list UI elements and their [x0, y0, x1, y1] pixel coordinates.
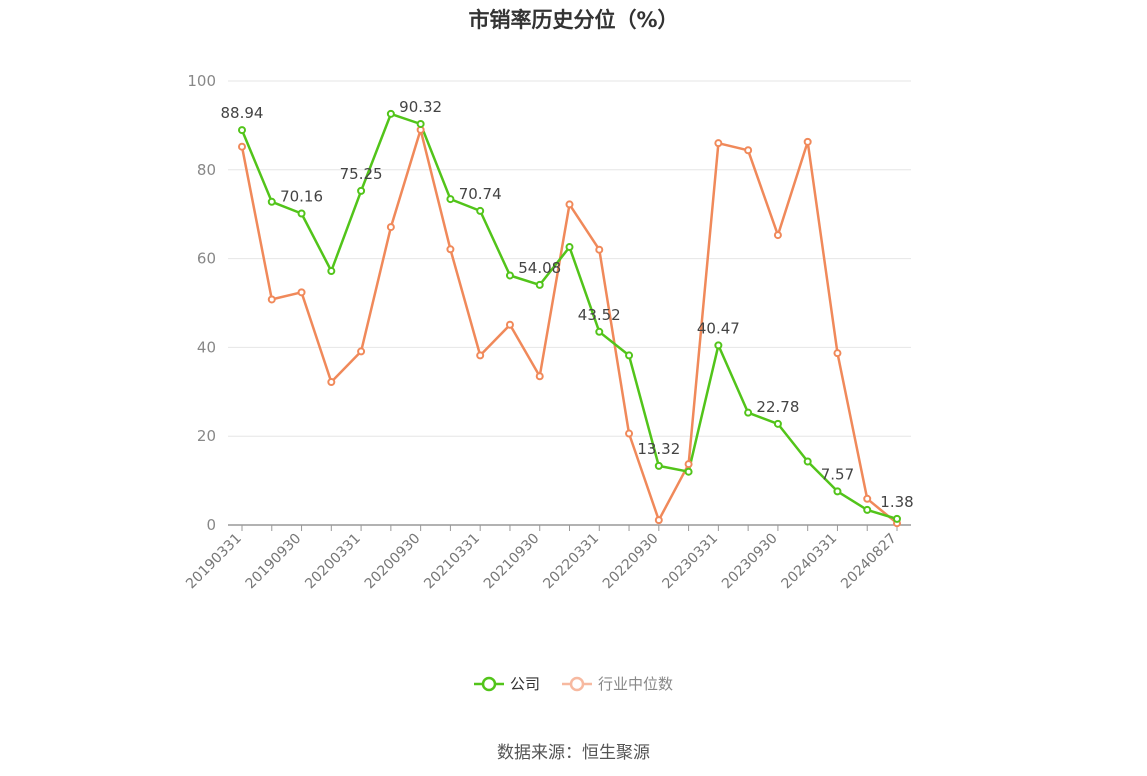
data-point-0[interactable] [238, 126, 246, 135]
series-line-1 [240, 128, 898, 525]
data-point-1[interactable] [625, 429, 634, 438]
x-tick-label: 20220331 [540, 531, 602, 593]
y-tick-label: 0 [206, 516, 216, 534]
data-point-1[interactable] [386, 223, 395, 232]
y-tick-label: 40 [197, 338, 216, 356]
data-point-0[interactable] [505, 271, 514, 280]
data-point-0[interactable] [773, 419, 782, 428]
legend-company-label: 公司 [509, 675, 540, 693]
data-point-1[interactable] [505, 320, 514, 329]
data-point-0[interactable] [893, 514, 901, 523]
data-point-0[interactable] [357, 186, 366, 195]
data-label: 13.32 [637, 440, 680, 458]
data-point-0[interactable] [684, 467, 693, 476]
data-point-0[interactable] [535, 280, 544, 289]
data-point-1[interactable] [297, 288, 306, 297]
data-point-0[interactable] [654, 461, 663, 470]
data-point-1[interactable] [238, 142, 246, 151]
y-tick-label: 100 [187, 72, 216, 90]
data-point-0[interactable] [446, 195, 455, 204]
line-chart: 0 20 40 60 80 100 2019033120190930202003312020… [183, 72, 914, 593]
data-point-0[interactable] [714, 341, 723, 350]
data-point-1[interactable] [446, 245, 455, 254]
legend-industry-label: 行业中位数 [598, 675, 674, 693]
data-point-1[interactable] [565, 200, 574, 209]
x-tick-label: 20200930 [362, 531, 424, 593]
data-point-0[interactable] [863, 505, 872, 514]
data-label: 40.47 [697, 319, 740, 337]
chart-title: 市销率历史分位（%） [468, 8, 679, 32]
data-point-0[interactable] [476, 206, 485, 215]
data-point-0[interactable] [327, 267, 336, 276]
data-label: 88.94 [221, 104, 264, 122]
legend-item-industry[interactable]: 行业中位数 [562, 673, 673, 694]
data-point-0[interactable] [386, 109, 395, 118]
data-point-1[interactable] [833, 349, 842, 358]
data-point-1[interactable] [595, 245, 604, 254]
data-label: 22.78 [756, 398, 799, 416]
legend-item-company[interactable]: 公司 [473, 673, 540, 694]
grid-lines [228, 80, 911, 437]
data-point-1[interactable] [654, 516, 663, 525]
data-point-0[interactable] [267, 197, 276, 206]
data-label: 70.74 [459, 185, 502, 203]
data-labels: 88.94 70.16 75.25 90.32 70.74 54.08 43.52 13.32… [221, 98, 914, 511]
x-tick-label: 20190930 [243, 531, 305, 593]
data-label: 54.08 [518, 259, 561, 277]
data-point-1[interactable] [267, 295, 276, 304]
data-point-1[interactable] [773, 231, 782, 240]
x-tick-label: 20230930 [719, 531, 781, 593]
source-note: 数据来源：恒生聚源 [497, 743, 650, 763]
data-point-1[interactable] [744, 146, 753, 155]
data-point-0[interactable] [565, 243, 574, 252]
x-tick-label: 20210930 [481, 531, 543, 593]
data-label: 70.16 [280, 187, 323, 205]
y-tick-label: 60 [197, 250, 216, 268]
data-point-1[interactable] [327, 378, 336, 387]
x-tick-label: 20230331 [659, 531, 721, 593]
data-point-0[interactable] [625, 351, 634, 360]
data-point-0[interactable] [297, 209, 306, 218]
data-label: 7.57 [821, 465, 854, 483]
data-point-1[interactable] [714, 139, 723, 148]
y-tick-label: 20 [197, 427, 216, 445]
y-tick-label: 80 [197, 161, 216, 179]
data-point-0[interactable] [595, 327, 604, 336]
data-point-1[interactable] [357, 347, 366, 356]
legend-company-marker-icon [473, 676, 504, 691]
x-tick-label: 20240827 [838, 531, 900, 593]
data-label: 1.38 [880, 493, 913, 511]
data-point-1[interactable] [684, 460, 693, 469]
data-point-0[interactable] [803, 457, 812, 466]
data-point-0[interactable] [833, 487, 842, 496]
data-label: 43.52 [578, 306, 621, 324]
data-point-1[interactable] [535, 372, 544, 381]
data-point-0[interactable] [744, 408, 753, 417]
x-tick-label: 20190331 [183, 531, 245, 593]
data-point-1[interactable] [476, 351, 485, 360]
x-tick-label: 20220930 [600, 531, 662, 593]
legend: 公司 行业中位数 [0, 673, 1147, 694]
x-tick-label: 20200331 [302, 531, 364, 593]
data-label: 75.25 [340, 165, 383, 183]
data-point-1[interactable] [863, 494, 872, 503]
data-label: 90.32 [399, 98, 442, 116]
x-tick-label: 20210331 [421, 531, 483, 593]
data-point-1[interactable] [803, 137, 812, 146]
x-tick-label: 20240331 [779, 531, 841, 593]
legend-industry-marker-icon [562, 676, 592, 691]
data-point-0[interactable] [416, 119, 425, 128]
series-points [238, 109, 901, 528]
